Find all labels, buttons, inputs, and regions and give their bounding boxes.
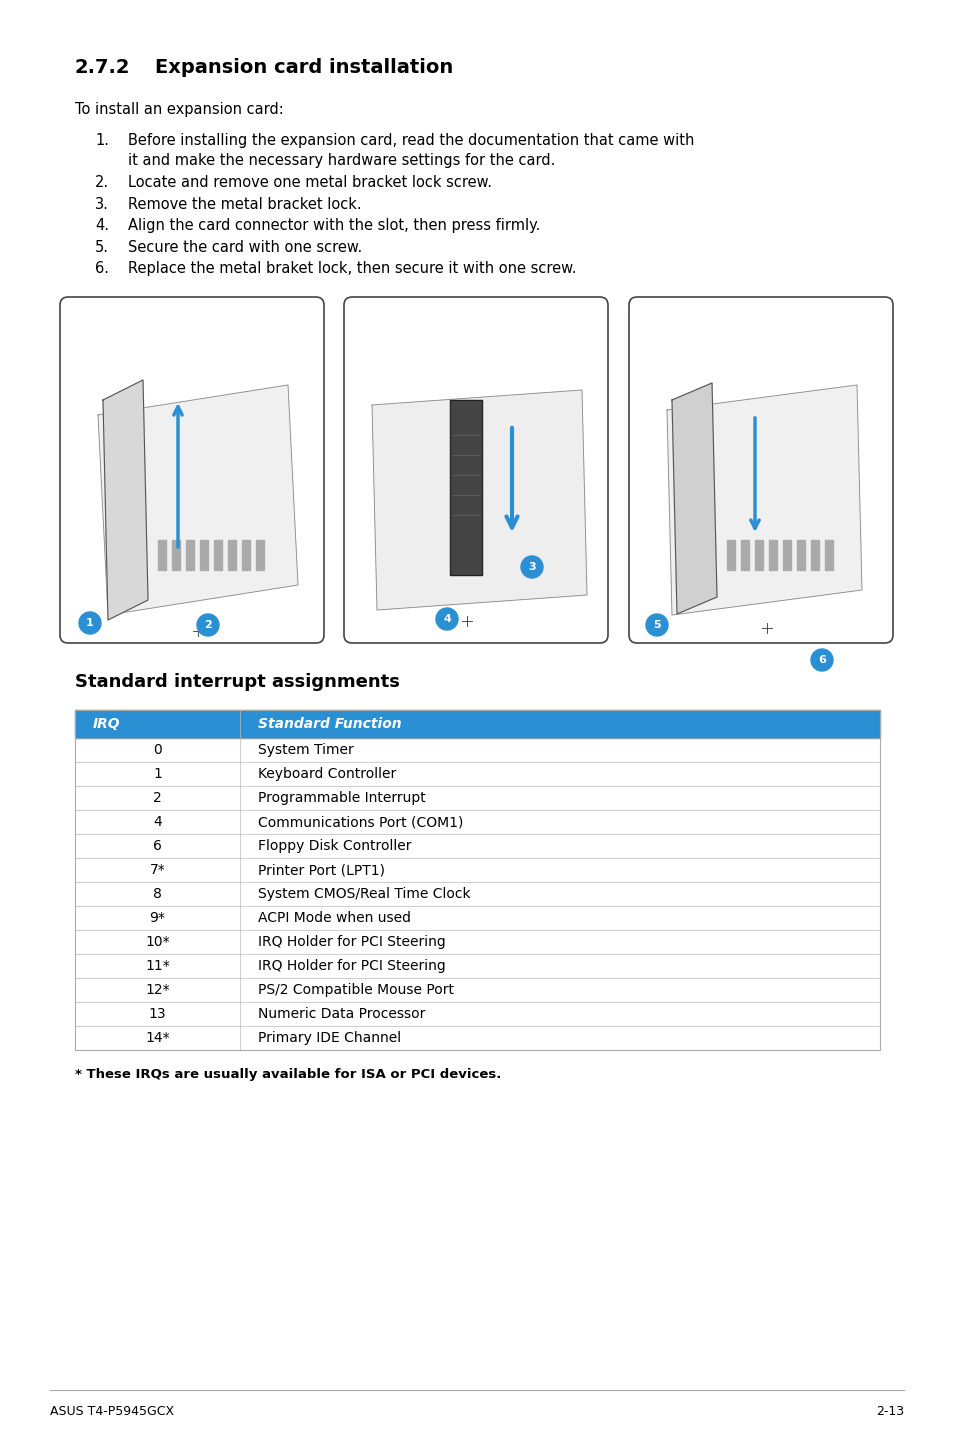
Text: Floppy Disk Controller: Floppy Disk Controller [257,838,411,853]
Bar [75,1025,879,1050]
Text: Numeric Data Processor: Numeric Data Processor [257,1007,425,1021]
Polygon shape [671,383,717,614]
Circle shape [520,557,542,578]
Text: Remove the metal bracket lock.: Remove the metal bracket lock. [128,197,361,211]
Bar [754,541,762,569]
Bar [75,906,879,930]
Text: Standard interrupt assignments: Standard interrupt assignments [75,673,399,692]
Bar [213,541,222,569]
Text: 1: 1 [152,766,162,781]
Text: 2.7.2: 2.7.2 [75,58,131,78]
Text: 9*: 9* [150,912,165,925]
Circle shape [810,649,832,672]
Text: Expansion card installation: Expansion card installation [154,58,453,78]
Text: To install an expansion card:: To install an expansion card: [75,102,283,116]
Bar [824,541,832,569]
Text: 5: 5 [653,620,660,630]
Text: 2-13: 2-13 [875,1405,903,1418]
Bar [200,541,208,569]
Text: ASUS T4-P5945GCX: ASUS T4-P5945GCX [50,1405,174,1418]
Text: Programmable Interrupt: Programmable Interrupt [257,791,425,805]
Bar [782,541,790,569]
FancyBboxPatch shape [60,298,324,643]
Bar [75,881,879,906]
Text: * These IRQs are usually available for ISA or PCI devices.: * These IRQs are usually available for I… [75,1068,501,1081]
Text: Replace the metal braket lock, then secure it with one screw.: Replace the metal braket lock, then secu… [128,262,576,276]
Bar [75,834,879,858]
Text: Communications Port (COM1): Communications Port (COM1) [257,815,463,828]
Bar [75,810,879,834]
Bar [75,1002,879,1025]
Bar [75,738,879,762]
Text: 2: 2 [204,620,212,630]
Text: 11*: 11* [145,959,170,974]
Text: 1.: 1. [95,132,109,148]
Text: Locate and remove one metal bracket lock screw.: Locate and remove one metal bracket lock… [128,175,492,190]
Polygon shape [372,390,586,610]
Text: System CMOS/Real Time Clock: System CMOS/Real Time Clock [257,887,470,902]
Text: IRQ: IRQ [92,718,120,731]
Circle shape [436,608,457,630]
Circle shape [196,614,219,636]
Circle shape [645,614,667,636]
Circle shape [79,613,101,634]
Bar [740,541,748,569]
Bar [75,978,879,1002]
Text: Primary IDE Channel: Primary IDE Channel [257,1031,400,1045]
Text: 3.: 3. [95,197,109,211]
Bar [172,541,180,569]
Text: ACPI Mode when used: ACPI Mode when used [257,912,411,925]
Bar [796,541,804,569]
Text: Printer Port (LPT1): Printer Port (LPT1) [257,863,385,877]
Bar [768,541,776,569]
Bar [75,953,879,978]
Bar [810,541,818,569]
Text: IRQ Holder for PCI Steering: IRQ Holder for PCI Steering [257,935,445,949]
Bar [75,787,879,810]
Text: Standard Function: Standard Function [257,718,401,731]
Text: 1: 1 [86,618,93,628]
Text: 14*: 14* [145,1031,170,1045]
Bar [255,541,264,569]
Text: 4: 4 [153,815,162,828]
Text: Keyboard Controller: Keyboard Controller [257,766,395,781]
Text: 8: 8 [152,887,162,902]
Text: 6: 6 [152,838,162,853]
Bar [158,541,166,569]
Text: 5.: 5. [95,240,109,255]
Text: 2.: 2. [95,175,109,190]
Text: 2: 2 [153,791,162,805]
Text: 7*: 7* [150,863,165,877]
Text: 10*: 10* [145,935,170,949]
Bar [186,541,193,569]
FancyBboxPatch shape [344,298,607,643]
Text: IRQ Holder for PCI Steering: IRQ Holder for PCI Steering [257,959,445,974]
Text: System Timer: System Timer [257,743,354,756]
Text: 13: 13 [149,1007,166,1021]
Text: 6.: 6. [95,262,109,276]
Text: PS/2 Compatible Mouse Port: PS/2 Compatible Mouse Port [257,984,454,997]
Text: 4.: 4. [95,219,109,233]
Text: Before installing the expansion card, read the documentation that came with
it a: Before installing the expansion card, re… [128,132,694,168]
FancyBboxPatch shape [628,298,892,643]
Polygon shape [98,385,297,615]
Text: Secure the card with one screw.: Secure the card with one screw. [128,240,362,255]
Polygon shape [450,400,481,575]
Bar [75,930,879,953]
Bar [75,762,879,787]
Text: 0: 0 [153,743,162,756]
Text: 3: 3 [528,562,536,572]
Bar [75,710,879,1050]
Text: 6: 6 [818,654,825,664]
Bar [726,541,734,569]
Text: Align the card connector with the slot, then press firmly.: Align the card connector with the slot, … [128,219,539,233]
Bar [228,541,235,569]
Polygon shape [103,380,148,620]
Polygon shape [666,385,862,615]
Bar [75,710,879,738]
Text: 12*: 12* [145,984,170,997]
Text: 4: 4 [442,614,451,624]
Bar [75,858,879,881]
Bar [242,541,250,569]
